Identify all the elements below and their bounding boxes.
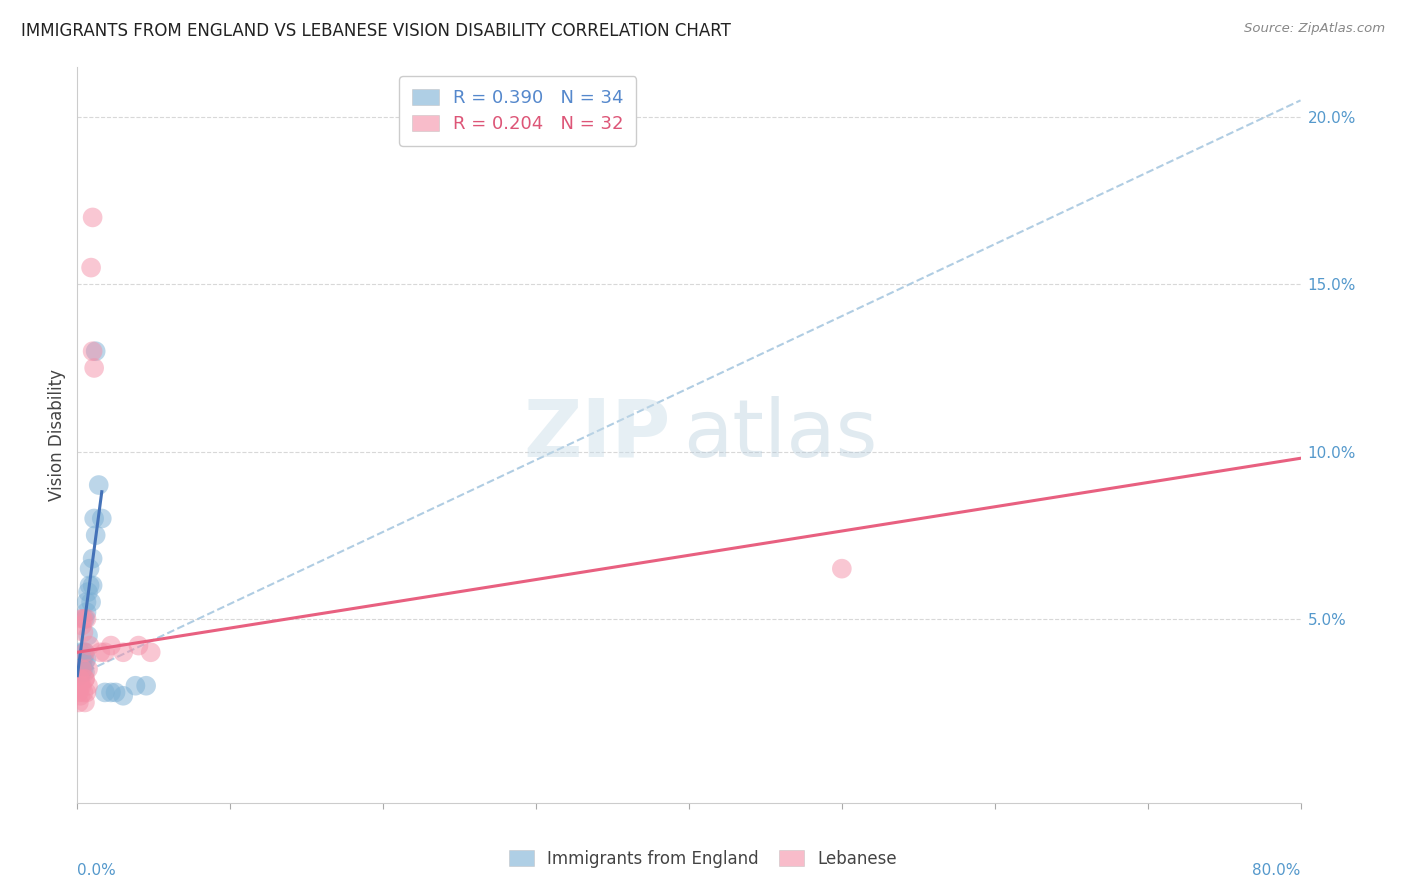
Point (83, 360, 105, 375)
Text: 80.0%: 80.0% (1253, 863, 1301, 878)
Point (72, 612, 94, 626)
Point (73, 696, 96, 710)
Point (77, 679, 100, 693)
Point (67, 685, 90, 699)
Point (100, 685, 122, 699)
Point (82, 551, 104, 566)
Point (87, 478, 110, 492)
Point (80, 260, 103, 275)
Point (70, 662, 93, 676)
Point (104, 685, 127, 699)
Point (80, 595, 103, 609)
Point (69, 689, 91, 703)
Point (82, 344, 104, 359)
Point (76, 605, 98, 619)
Point (73, 665, 96, 680)
Point (82, 211, 104, 225)
Point (70, 612, 93, 626)
Text: Source: ZipAtlas.com: Source: ZipAtlas.com (1244, 22, 1385, 36)
Point (84, 528, 107, 542)
Point (79, 639, 101, 653)
Point (84, 344, 107, 359)
Point (69, 672, 91, 686)
Point (124, 679, 146, 693)
Point (69, 645, 91, 659)
Text: ZIP: ZIP (523, 396, 671, 474)
Point (94, 685, 117, 699)
Point (67, 696, 90, 710)
Point (72, 662, 94, 676)
Point (79, 562, 101, 576)
Legend: Immigrants from England, Lebanese: Immigrants from England, Lebanese (502, 844, 904, 875)
Point (67, 669, 90, 683)
Point (77, 628, 100, 642)
Point (112, 645, 135, 659)
Y-axis label: Vision Disability: Vision Disability (48, 369, 66, 500)
Point (82, 578, 104, 592)
Point (70, 665, 93, 680)
Point (94, 645, 117, 659)
Point (70, 652, 93, 666)
Point (139, 645, 162, 659)
Point (135, 679, 157, 693)
Point (72, 645, 94, 659)
Point (70, 679, 93, 693)
Point (70, 618, 93, 632)
Point (127, 639, 149, 653)
Point (77, 585, 100, 599)
Point (73, 672, 96, 686)
Point (73, 645, 96, 659)
Point (76, 612, 98, 626)
Point (831, 562, 853, 576)
Text: atlas: atlas (683, 396, 877, 474)
Point (100, 639, 122, 653)
Point (72, 625, 94, 640)
Legend: R = 0.390   N = 34, R = 0.204   N = 32: R = 0.390 N = 34, R = 0.204 N = 32 (399, 76, 637, 146)
Text: 0.0%: 0.0% (77, 863, 117, 878)
Point (77, 662, 100, 676)
Point (72, 685, 94, 699)
Point (76, 595, 98, 609)
Point (76, 685, 98, 699)
Point (73, 672, 96, 686)
Point (83, 511, 105, 525)
Text: IMMIGRANTS FROM ENGLAND VS LEBANESE VISION DISABILITY CORRELATION CHART: IMMIGRANTS FROM ENGLAND VS LEBANESE VISI… (21, 22, 731, 40)
Point (73, 645, 96, 659)
Point (73, 612, 96, 626)
Point (79, 578, 101, 592)
Point (112, 689, 135, 703)
Point (90, 511, 112, 525)
Point (69, 658, 91, 673)
Point (69, 679, 91, 693)
Point (70, 655, 93, 669)
Point (73, 655, 96, 669)
Point (72, 652, 94, 666)
Point (76, 652, 98, 666)
Point (89, 645, 111, 659)
